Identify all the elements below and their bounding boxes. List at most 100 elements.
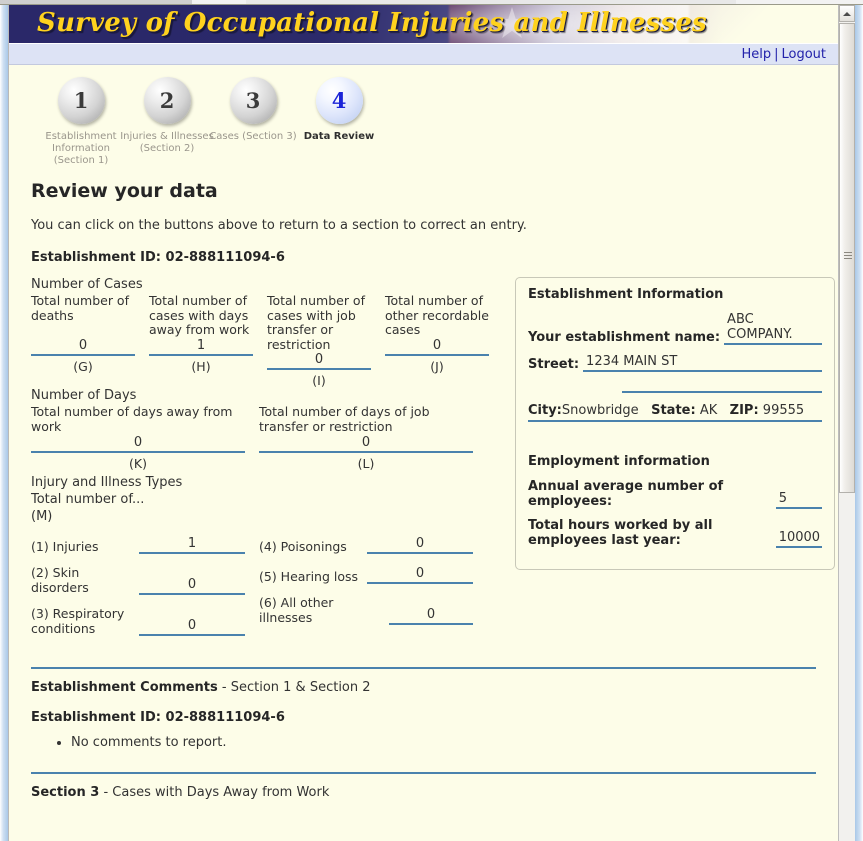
field-code-h: (H) [191,359,211,374]
city-state-zip-row: City:Snowbridge State: AK ZIP: 99555 [528,403,822,422]
vertical-scrollbar[interactable] [838,5,855,841]
left-column: Number of Cases Total number of deaths 0… [31,277,503,648]
type-label-all-other-illnesses: (6) All other illnesses [259,595,334,625]
field-code-k: (K) [129,456,147,471]
triangle-up-icon [843,12,851,16]
injury-types-column-left: (1) Injuries 1 (2) Skin disorders 0 (3) … [31,536,259,648]
type-label-injuries: (1) Injuries [31,538,99,554]
section-3-area: Section 3 - Cases with Days Away from Wo… [23,772,824,800]
comments-establishment-id: Establishment ID: 02-888111094-6 [31,710,285,725]
field-cell-other-recordable: Total number of other recordable cases 0… [385,293,503,388]
scroll-up-button[interactable] [839,5,855,22]
establishment-information-title: Establishment Information [528,287,724,302]
field-header-days-job-transfer: Total number of days of job transfer or … [259,404,430,434]
establishment-comments-heading-rest: - Section 1 & Section 2 [217,680,371,695]
type-item-respiratory-conditions: (3) Respiratory conditions 0 [31,606,259,636]
employment-information-title: Employment information [528,454,710,469]
annual-average-employees-label: Annual average number of employees: [528,479,724,509]
field-header-job-transfer: Total number of cases with job transfer … [267,293,365,352]
flag-background-image [449,5,689,43]
establishment-name-label: Your establishment name: [528,330,721,345]
step-number-4: 4 [315,77,363,124]
step-caption-2: Injuries & Illnesses (Section 2) [120,131,214,154]
step-number-1: 1 [57,77,105,124]
step-button-1-establishment-information[interactable]: 1 Establishment Information (Section 1) [31,77,131,167]
browser-tab-active[interactable] [246,0,736,4]
city-label: City: [528,403,562,418]
step-button-3-cases[interactable]: 3 Cases (Section 3) [203,77,303,143]
step-button-2-injuries-illnesses[interactable]: 2 Injuries & Illnesses (Section 2) [117,77,217,155]
logout-link[interactable]: Logout [781,47,826,62]
browser-tab-inactive[interactable] [0,0,192,4]
state-label: State: [651,403,696,418]
field-code-m: (M) [31,509,53,524]
total-hours-worked-label: Total hours worked by all employees last… [528,518,713,548]
page-title: Review your data [31,180,218,202]
step-button-4-data-review[interactable]: 4 Data Review [289,77,389,143]
field-code-j: (J) [430,359,444,374]
establishment-comments-heading: Establishment Comments - Section 1 & Sec… [31,680,824,695]
page-content: 1 Establishment Information (Section 1) … [9,65,838,840]
field-code-g: (G) [73,359,93,374]
field-header-days-away: Total number of cases with days away fro… [149,293,250,337]
type-label-skin-disorders: (2) Skin disorders [31,565,89,595]
type-item-all-other-illnesses: (6) All other illnesses 0 [259,595,487,625]
establishment-comments-heading-bold: Establishment Comments [31,680,218,695]
type-value-hearing-loss: 0 [367,566,473,584]
site-title: Survey of Occupational Injuries and Illn… [37,8,707,38]
field-value-days-away-from-work: 0 [31,435,245,453]
list-item: No comments to report. [71,735,824,750]
zip-value: 99555 [762,403,805,418]
nav-separator: | [774,47,779,62]
scrollbar-thumb[interactable] [839,23,855,493]
total-hours-worked-row: Total hours worked by all employees last… [528,518,822,548]
right-column: Establishment Information Your establish… [515,277,835,570]
zip-label: ZIP: [729,403,759,418]
type-item-hearing-loss: (5) Hearing loss 0 [259,566,487,584]
browser-chrome-strip [0,0,863,5]
scrollbar-grip-icon [844,252,852,260]
step-caption-1: Establishment Information (Section 1) [45,131,117,166]
comments-list: No comments to report. [23,735,824,750]
section-3-heading-bold: Section 3 [31,785,100,800]
city-value: Snowbridge [561,403,639,418]
injury-illness-types-block: Injury and Illness Types Total number of… [31,475,503,648]
step-number-2: 2 [143,77,191,124]
field-code-l: (L) [357,456,375,471]
site-banner: Survey of Occupational Injuries and Illn… [9,5,838,43]
annual-average-employees-row: Annual average number of employees: 5 [528,479,822,509]
state-value: AK [699,403,718,418]
field-header-days-away-from-work: Total number of days away from work [31,404,233,434]
number-of-days-row: Total number of days away from work 0 (K… [31,404,503,471]
step-number-3: 3 [229,77,277,124]
injury-types-column-right: (4) Poisonings 0 (5) Hearing loss 0 (6) … [259,536,487,648]
field-header-deaths: Total number of deaths [31,293,129,323]
type-item-skin-disorders: (2) Skin disorders 0 [31,565,259,595]
field-value-other-recordable: 0 [385,338,489,356]
utility-nav-bar: Help | Logout [9,43,838,65]
page-instruction-text: You can click on the buttons above to re… [31,218,527,233]
injury-illness-types-label: Injury and Illness Types [31,475,183,490]
establishment-name-row: Your establishment name: ABC COMPANY. [528,312,822,345]
street-value: 1234 MAIN ST [583,354,822,372]
field-cell-days-away-from-work: Total number of days away from work 0 (K… [31,404,259,471]
type-value-all-other-illnesses: 0 [389,607,473,625]
establishment-id: Establishment ID: 02-888111094-6 [31,250,285,265]
page-viewport: Survey of Occupational Injuries and Illn… [8,5,838,841]
field-code-i: (I) [312,373,326,388]
field-cell-days-job-transfer: Total number of days of job transfer or … [259,404,487,471]
section-3-heading: Section 3 - Cases with Days Away from Wo… [31,785,824,800]
field-value-job-transfer: 0 [267,352,371,370]
field-value-deaths: 0 [31,338,135,356]
field-value-days-job-transfer: 0 [259,435,473,453]
number-of-cases-row: Total number of deaths 0 (G) Total numbe… [31,293,503,388]
type-item-poisonings: (4) Poisonings 0 [259,536,487,554]
street-label: Street: [528,357,580,372]
street-value-line-2 [622,376,822,393]
type-value-poisonings: 0 [367,536,473,554]
establishment-name-value: ABC COMPANY. [724,312,822,345]
type-value-respiratory-conditions: 0 [139,618,245,636]
progress-stepper: 1 Establishment Information (Section 1) … [23,65,824,172]
window-border-left [0,5,8,841]
help-link[interactable]: Help [741,47,772,62]
